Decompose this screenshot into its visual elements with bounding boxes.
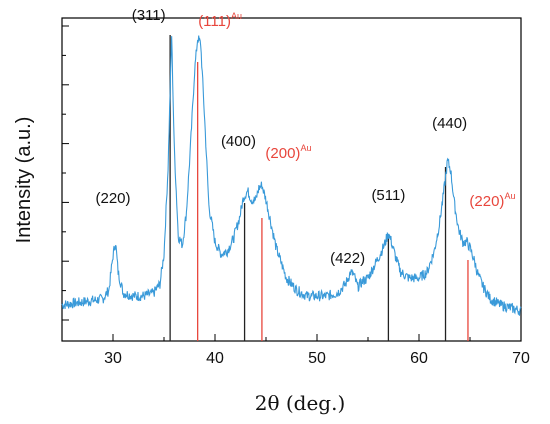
x-tick-label: 40 xyxy=(206,350,224,367)
x-tick-label: 30 xyxy=(104,350,122,367)
peak-label-text: (511) xyxy=(371,187,405,204)
peak-label: (200)Au xyxy=(265,143,311,162)
peak-label-text: (311) xyxy=(132,7,166,24)
peak-annotations: (220)(311) (111)Au(400)(200)Au(422)(511)(… xyxy=(95,7,515,267)
series-line xyxy=(61,35,522,316)
peak-label-text: (422) xyxy=(330,250,365,267)
x-tick-label: 50 xyxy=(308,350,326,367)
peak-label: (400) xyxy=(221,133,256,150)
x-axis-label: 2θ (deg.) xyxy=(255,391,346,415)
peak-label-text: (220) xyxy=(95,190,130,207)
peak-label: (220)Au xyxy=(469,191,515,210)
x-axis-tick-labels: 30 40 50 60 70 xyxy=(104,350,530,367)
plot-frame xyxy=(61,17,522,342)
peak-label: (511) xyxy=(371,187,405,204)
peak-label: (311) xyxy=(132,7,166,24)
peak-label-text: (200) xyxy=(265,145,300,162)
peak-label: (220) xyxy=(95,190,130,207)
peak-label-text: (440) xyxy=(432,115,467,132)
peak-label-superscript: Au xyxy=(231,11,242,21)
peak-label-text: (220) xyxy=(469,193,504,210)
x-tick-label: 70 xyxy=(512,350,530,367)
y-axis-ticks xyxy=(62,25,69,321)
peak-label: (111)Au xyxy=(198,11,242,30)
x-axis-ticks xyxy=(61,334,522,341)
peak-label-superscript: Au xyxy=(504,191,515,201)
y-axis-label: Intensity (a.u.) xyxy=(13,117,35,244)
peak-label-text: (400) xyxy=(221,133,256,150)
x-tick-label: 60 xyxy=(410,350,428,367)
peak-label-text: (111) xyxy=(198,13,231,30)
peak-label: (422) xyxy=(330,250,365,267)
peak-label: (440) xyxy=(432,115,467,132)
peak-label-superscript: Au xyxy=(300,143,311,153)
